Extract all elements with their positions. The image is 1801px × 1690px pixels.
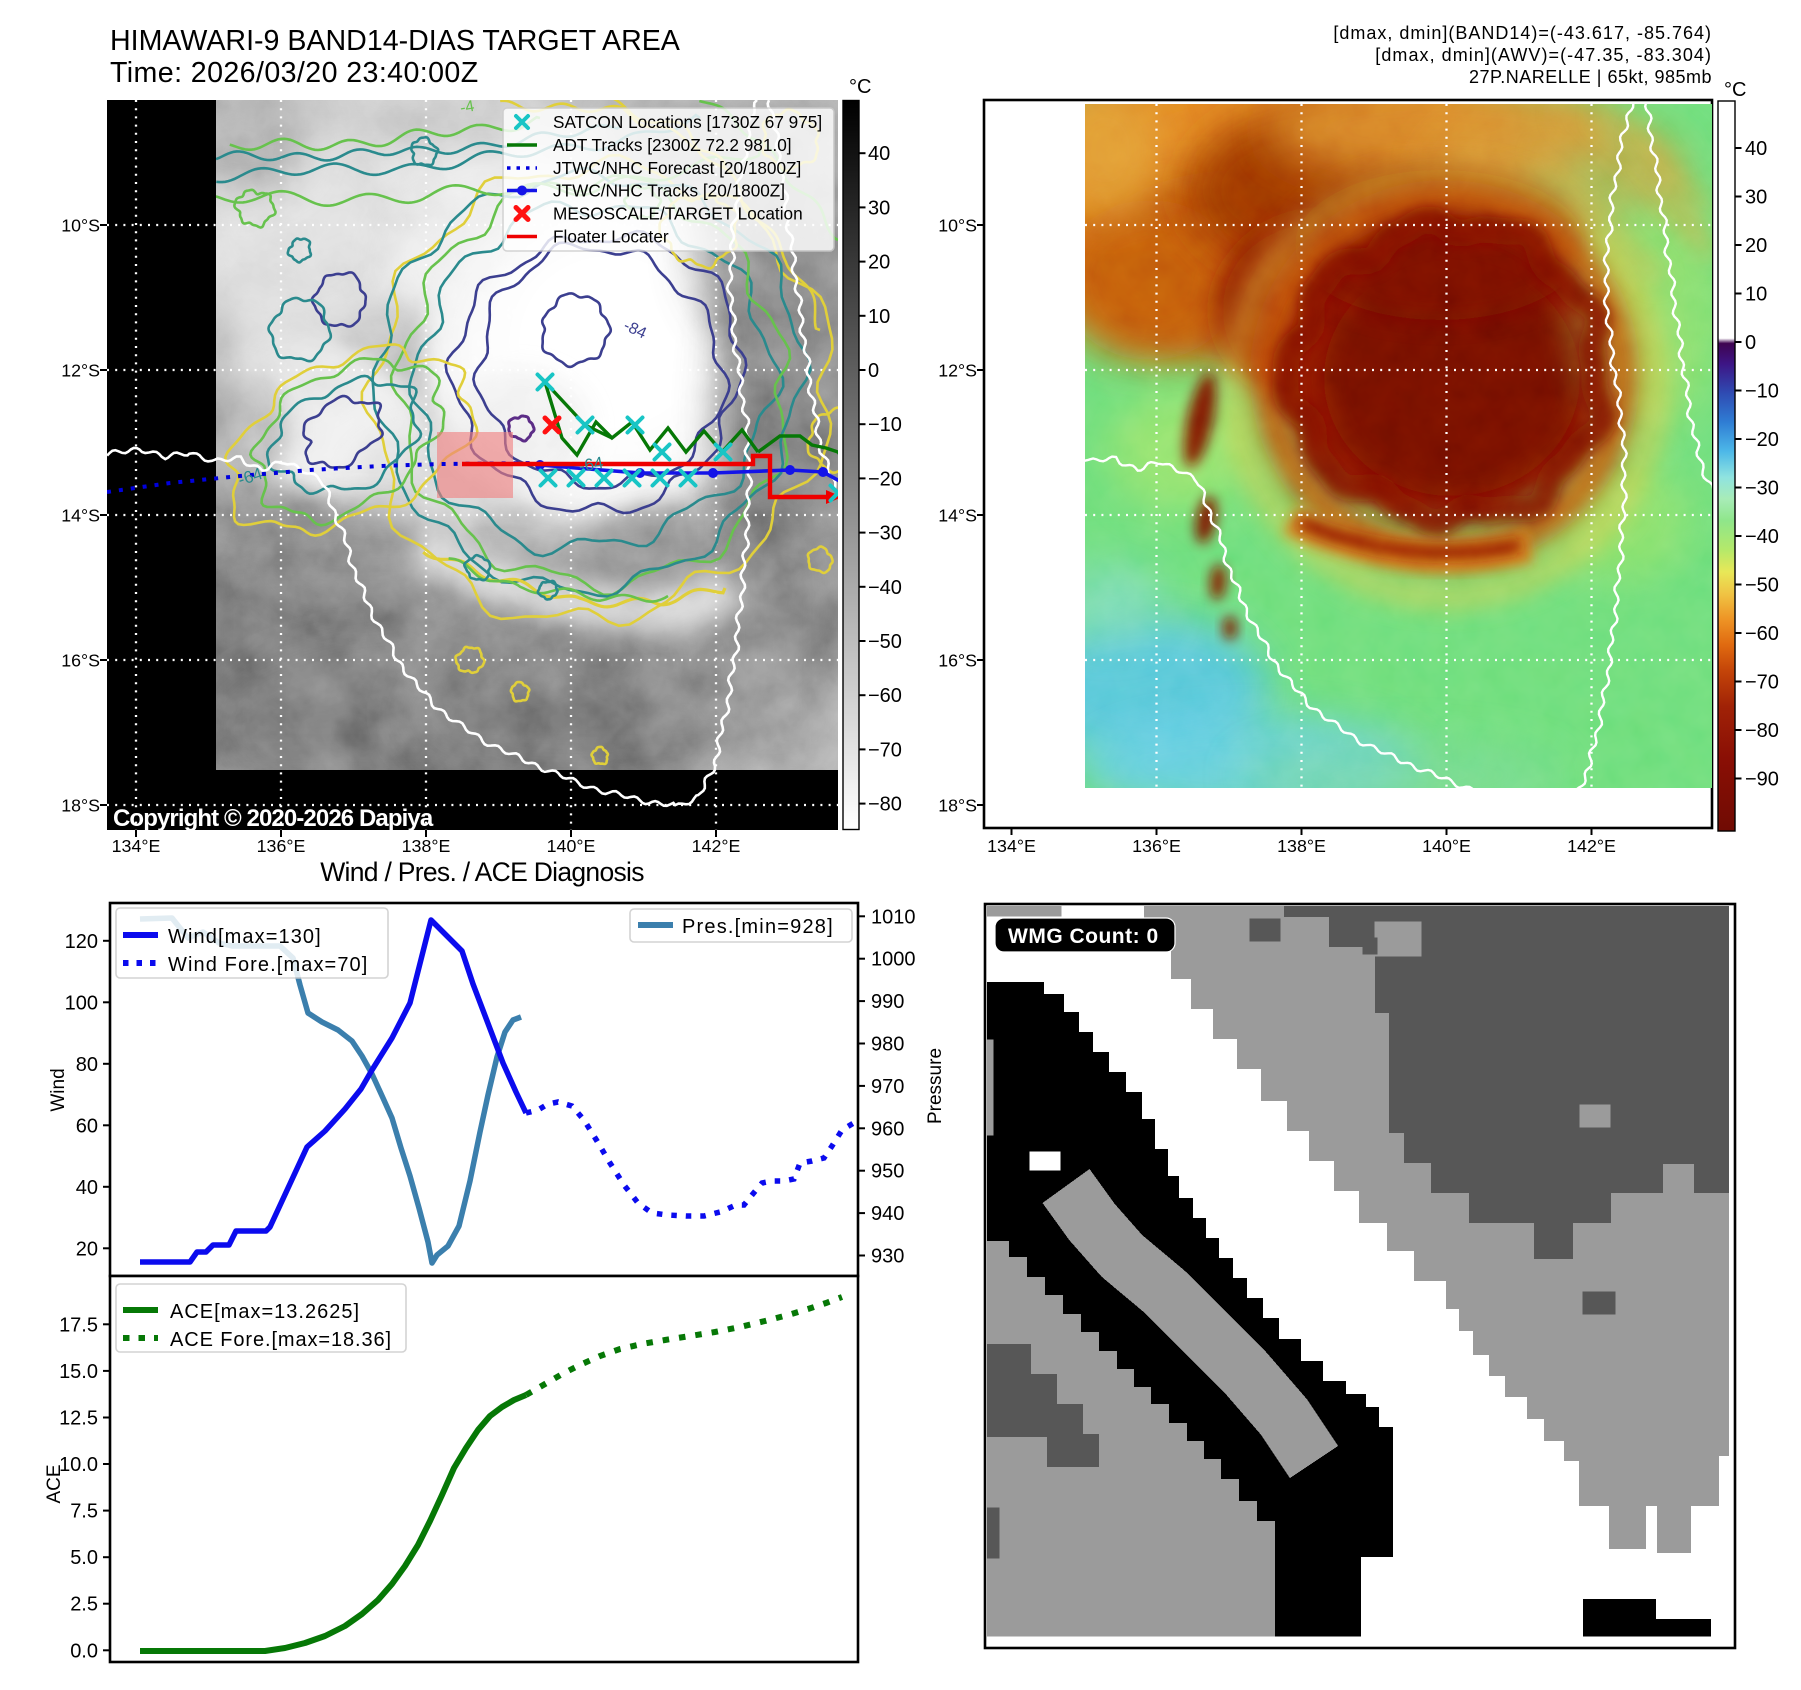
svg-text:Copyright © 2020-2026 Dapiya: Copyright © 2020-2026 Dapiya bbox=[113, 805, 434, 832]
svg-text:40: 40 bbox=[1745, 138, 1767, 160]
svg-text:JTWC/NHC Forecast [20/1800Z]: JTWC/NHC Forecast [20/1800Z] bbox=[553, 158, 801, 178]
svg-text:10.0: 10.0 bbox=[59, 1454, 98, 1476]
svg-text:10: 10 bbox=[1745, 284, 1767, 306]
svg-text:5.0: 5.0 bbox=[70, 1547, 98, 1569]
svg-text:20: 20 bbox=[868, 252, 890, 274]
svg-text:−60: −60 bbox=[868, 685, 902, 707]
svg-text:2.5: 2.5 bbox=[70, 1594, 98, 1616]
svg-text:−50: −50 bbox=[1745, 575, 1779, 597]
svg-text:142°E: 142°E bbox=[692, 836, 741, 856]
svg-text:970: 970 bbox=[871, 1076, 904, 1098]
svg-text:40: 40 bbox=[76, 1177, 98, 1199]
svg-text:20: 20 bbox=[76, 1238, 98, 1260]
svg-text:30: 30 bbox=[868, 197, 890, 219]
svg-text:ACE: ACE bbox=[44, 1464, 65, 1503]
svg-text:980: 980 bbox=[871, 1034, 904, 1056]
svg-text:°C: °C bbox=[1724, 79, 1746, 101]
svg-text:-64: -64 bbox=[577, 453, 605, 476]
svg-text:-4: -4 bbox=[459, 98, 476, 117]
svg-text:−70: −70 bbox=[868, 739, 902, 761]
svg-text:Pres.[min=928]: Pres.[min=928] bbox=[682, 916, 834, 938]
svg-text:136°E: 136°E bbox=[257, 836, 306, 856]
svg-text:138°E: 138°E bbox=[1277, 836, 1326, 856]
svg-text:18°S: 18°S bbox=[938, 796, 977, 816]
svg-text:Wind Fore.[max=70]: Wind Fore.[max=70] bbox=[168, 954, 368, 976]
svg-text:−60: −60 bbox=[1745, 623, 1779, 645]
svg-text:ACE[max=13.2625]: ACE[max=13.2625] bbox=[170, 1301, 360, 1323]
svg-text:10°S: 10°S bbox=[938, 216, 977, 236]
svg-text:0.0: 0.0 bbox=[70, 1640, 98, 1662]
svg-text:ACE Fore.[max=18.36]: ACE Fore.[max=18.36] bbox=[170, 1329, 392, 1351]
svg-text:100: 100 bbox=[65, 992, 98, 1014]
svg-text:12°S: 12°S bbox=[61, 361, 100, 381]
svg-text:18°S: 18°S bbox=[61, 796, 100, 816]
svg-text:10°S: 10°S bbox=[61, 216, 100, 236]
svg-text:930: 930 bbox=[871, 1246, 904, 1268]
svg-text:14°S: 14°S bbox=[61, 506, 100, 526]
svg-text:−30: −30 bbox=[1745, 478, 1779, 500]
svg-text:142°E: 142°E bbox=[1567, 836, 1616, 856]
svg-text:−80: −80 bbox=[1745, 720, 1779, 742]
svg-text:ADT Tracks [2300Z 72.2 981.0]: ADT Tracks [2300Z 72.2 981.0] bbox=[553, 135, 792, 155]
svg-text:7.5: 7.5 bbox=[70, 1501, 98, 1523]
svg-text:136°E: 136°E bbox=[1132, 836, 1181, 856]
svg-text:Time: 2026/03/20 23:40:00Z: Time: 2026/03/20 23:40:00Z bbox=[110, 57, 479, 89]
svg-text:0: 0 bbox=[1745, 332, 1756, 354]
svg-text:−10: −10 bbox=[868, 414, 902, 436]
svg-text:134°E: 134°E bbox=[112, 836, 161, 856]
svg-text:−20: −20 bbox=[1745, 429, 1779, 451]
svg-text:−40: −40 bbox=[1745, 526, 1779, 548]
svg-text:1000: 1000 bbox=[871, 949, 916, 971]
svg-text:−10: −10 bbox=[1745, 381, 1779, 403]
svg-text:Wind[max=130]: Wind[max=130] bbox=[168, 926, 322, 948]
svg-text:60: 60 bbox=[76, 1115, 98, 1137]
svg-text:[dmax, dmin](AWV)=(-47.35, -83: [dmax, dmin](AWV)=(-47.35, -83.304) bbox=[1375, 45, 1712, 65]
svg-text:1010: 1010 bbox=[871, 906, 916, 928]
svg-text:WMG Count: 0: WMG Count: 0 bbox=[1008, 925, 1159, 948]
svg-text:Floater Locater: Floater Locater bbox=[553, 227, 669, 247]
svg-text:40: 40 bbox=[868, 143, 890, 165]
svg-text:140°E: 140°E bbox=[547, 836, 596, 856]
svg-text:Wind / Pres. / ACE Diagnosis: Wind / Pres. / ACE Diagnosis bbox=[320, 857, 644, 887]
svg-text:−90: −90 bbox=[1745, 769, 1779, 791]
svg-text:14°S: 14°S bbox=[938, 506, 977, 526]
svg-text:JTWC/NHC Tracks [20/1800Z]: JTWC/NHC Tracks [20/1800Z] bbox=[553, 181, 785, 201]
svg-text:SATCON Locations [1730Z 67 975: SATCON Locations [1730Z 67 975] bbox=[553, 112, 822, 132]
svg-text:−80: −80 bbox=[868, 794, 902, 816]
svg-text:940: 940 bbox=[871, 1203, 904, 1225]
svg-text:Pressure: Pressure bbox=[925, 1048, 946, 1124]
svg-text:10: 10 bbox=[868, 306, 890, 328]
svg-text:−40: −40 bbox=[868, 577, 902, 599]
svg-text:16°S: 16°S bbox=[938, 651, 977, 671]
svg-text:990: 990 bbox=[871, 991, 904, 1013]
svg-text:MESOSCALE/TARGET Location: MESOSCALE/TARGET Location bbox=[553, 204, 803, 224]
svg-text:[dmax, dmin](BAND14)=(-43.617,: [dmax, dmin](BAND14)=(-43.617, -85.764) bbox=[1333, 23, 1712, 43]
svg-text:15.0: 15.0 bbox=[59, 1361, 98, 1383]
svg-text:27P.NARELLE | 65kt, 985mb: 27P.NARELLE | 65kt, 985mb bbox=[1469, 67, 1712, 87]
svg-text:−70: −70 bbox=[1745, 672, 1779, 694]
svg-text:HIMAWARI-9 BAND14-DIAS TARGET: HIMAWARI-9 BAND14-DIAS TARGET AREA bbox=[110, 25, 681, 57]
svg-text:Wind: Wind bbox=[48, 1068, 69, 1111]
svg-text:16°S: 16°S bbox=[61, 651, 100, 671]
svg-text:134°E: 134°E bbox=[987, 836, 1036, 856]
svg-text:−50: −50 bbox=[868, 631, 902, 653]
svg-text:°C: °C bbox=[849, 76, 871, 98]
svg-text:0: 0 bbox=[868, 360, 879, 382]
svg-text:950: 950 bbox=[871, 1161, 904, 1183]
svg-text:960: 960 bbox=[871, 1118, 904, 1140]
svg-text:30: 30 bbox=[1745, 187, 1767, 209]
svg-text:120: 120 bbox=[65, 931, 98, 953]
svg-text:17.5: 17.5 bbox=[59, 1314, 98, 1336]
svg-text:140°E: 140°E bbox=[1422, 836, 1471, 856]
svg-text:−20: −20 bbox=[868, 468, 902, 490]
svg-text:20: 20 bbox=[1745, 235, 1767, 257]
svg-text:138°E: 138°E bbox=[402, 836, 451, 856]
svg-text:12°S: 12°S bbox=[938, 361, 977, 381]
svg-text:12.5: 12.5 bbox=[59, 1407, 98, 1429]
svg-text:80: 80 bbox=[76, 1054, 98, 1076]
svg-text:−30: −30 bbox=[868, 523, 902, 545]
